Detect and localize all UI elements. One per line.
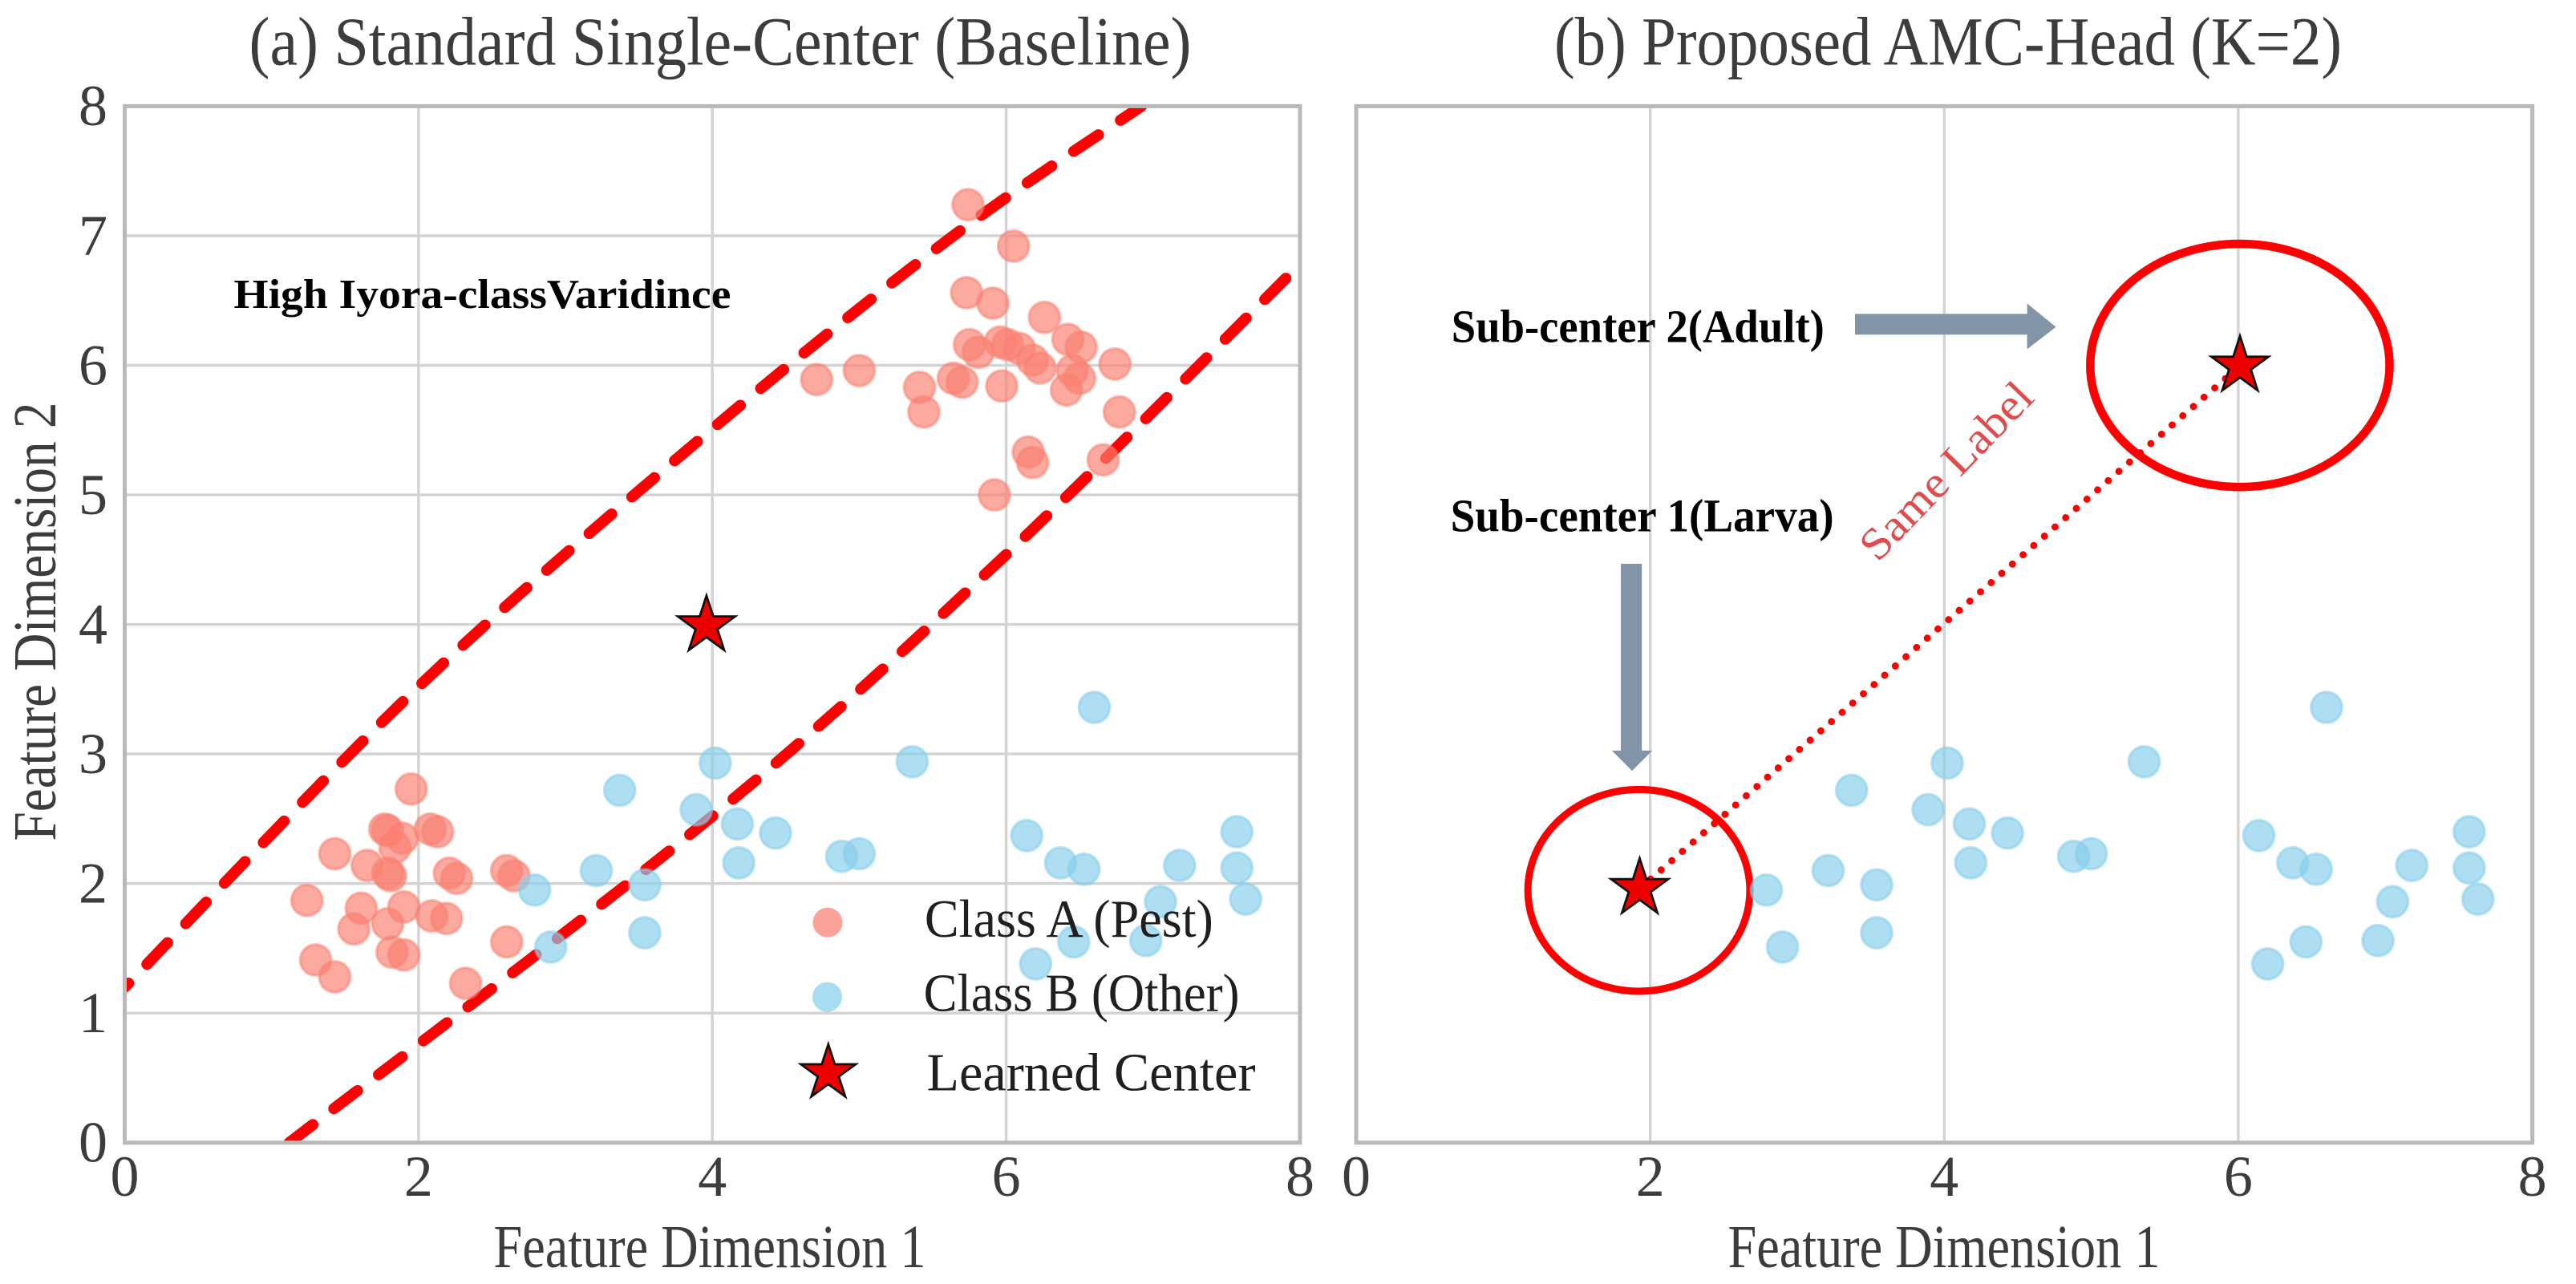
svg-text:(a) Standard Single-Center (Ba: (a) Standard Single-Center (Baseline) [249,3,1192,80]
svg-text:2: 2 [404,1144,433,1209]
svg-text:4: 4 [79,592,107,656]
svg-text:6: 6 [2224,1144,2253,1209]
svg-text:Learned Center: Learned Center [927,1043,1256,1102]
svg-text:5: 5 [79,463,107,527]
svg-text:6: 6 [992,1144,1021,1209]
svg-text:8: 8 [1286,1144,1314,1209]
svg-text:Class A (Pest): Class A (Pest) [925,889,1213,949]
svg-text:High Iyora-classVaridince: High Iyora-classVaridince [233,272,731,318]
svg-text:0: 0 [1342,1144,1371,1209]
svg-text:0: 0 [111,1144,140,1209]
svg-text:8: 8 [79,74,107,138]
svg-text:0: 0 [79,1111,107,1175]
svg-text:Sub-center 2(Adult): Sub-center 2(Adult) [1452,300,1825,352]
svg-text:Feature Dimension 1: Feature Dimension 1 [494,1213,926,1281]
svg-text:1: 1 [79,981,107,1045]
svg-text:2: 2 [79,852,107,916]
svg-text:Feature Dimension 2: Feature Dimension 2 [2,403,69,841]
svg-text:7: 7 [79,204,107,268]
svg-text:Class B (Other): Class B (Other) [924,963,1240,1023]
svg-text:Feature Dimension 1: Feature Dimension 1 [1728,1213,2161,1281]
svg-text:(b) Proposed AMC-Head (K=2): (b) Proposed AMC-Head (K=2) [1554,3,2342,80]
svg-text:3: 3 [79,722,107,786]
svg-text:4: 4 [698,1144,727,1209]
svg-text:Sub-center 1(Larva): Sub-center 1(Larva) [1451,490,1834,542]
svg-text:2: 2 [1636,1144,1665,1209]
svg-text:8: 8 [2518,1144,2547,1209]
svg-text:6: 6 [79,333,107,397]
svg-text:4: 4 [1930,1144,1958,1209]
